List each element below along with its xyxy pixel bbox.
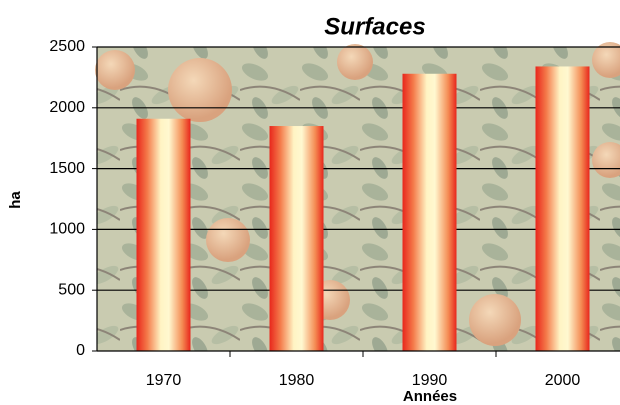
bar bbox=[403, 74, 457, 351]
chart-title: Surfaces bbox=[324, 13, 425, 40]
y-tick-label: 500 bbox=[58, 281, 85, 298]
x-tick-label: 1980 bbox=[279, 372, 315, 389]
bar bbox=[536, 66, 590, 351]
x-axis-title: Années bbox=[403, 388, 457, 405]
y-tick-label: 2500 bbox=[49, 38, 85, 55]
y-tick-label: 1000 bbox=[49, 221, 85, 238]
chart: Surfaces Années ha 0 500 1000 1500 2000 2500 1… bbox=[0, 0, 620, 405]
y-axis-title: ha bbox=[7, 191, 24, 209]
page: Surfaces Années ha 0 500 1000 1500 2000 2500 1… bbox=[0, 0, 620, 405]
y-tick-label: 2000 bbox=[49, 99, 85, 116]
y-tick-label: 0 bbox=[76, 342, 85, 359]
x-tick-label: 2000 bbox=[545, 372, 581, 389]
y-tick-label: 1500 bbox=[49, 160, 85, 177]
x-tick-label: 1970 bbox=[146, 372, 182, 389]
bar bbox=[270, 126, 324, 351]
x-tick-label: 1990 bbox=[412, 372, 448, 389]
bar bbox=[137, 119, 191, 351]
